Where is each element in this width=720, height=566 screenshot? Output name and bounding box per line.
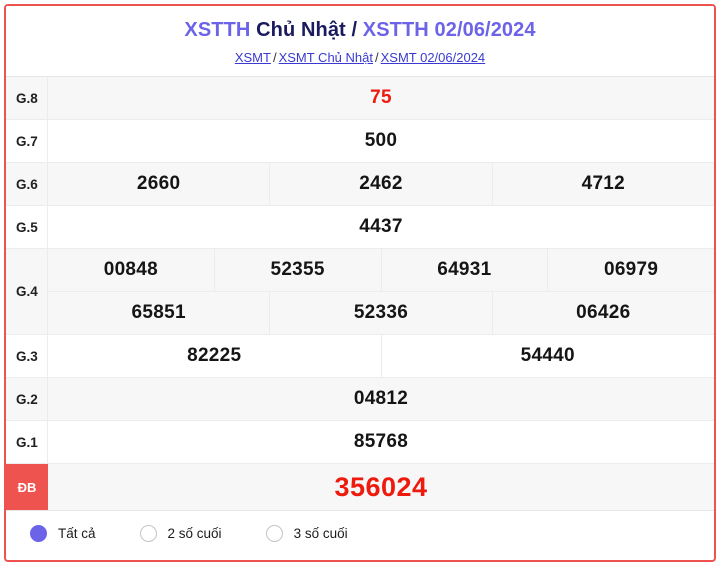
table-row-g7: G.7 500 [6,120,714,163]
prize-cells-g2: 04812 [48,378,714,420]
prize-cells-g4: 00848 52355 64931 06979 65851 52336 0642… [48,249,714,334]
radio-option-last-2[interactable]: 2 số cuối [139,525,222,542]
table-row-g8: G.8 75 [6,77,714,120]
prize-number: 52355 [215,249,382,291]
table-row-g2: G.2 04812 [6,378,714,421]
results-table: G.8 75 G.7 500 G.6 2660 2462 4712 [6,76,714,511]
table-row-g4: G.4 00848 52355 64931 06979 65851 52336 … [6,249,714,335]
prize-number-special: 356024 [334,471,428,502]
prize-number: 00848 [48,249,215,291]
prize-label-g5: G.5 [6,206,48,248]
prize-number: 06979 [603,259,659,280]
prize-cells-g3: 82225 54440 [48,335,714,377]
prize-number: 82225 [48,335,382,377]
breadcrumb-link-xsmt[interactable]: XSMT [234,50,271,65]
prize-number: 04812 [353,388,409,409]
prize-label-g6: G.6 [6,163,48,205]
prize-label-g8: G.8 [6,77,48,119]
page-title-accent-2: XSTTH 02/06/2024 [362,19,536,41]
prize-number: 500 [364,130,398,151]
prize-number: 85768 [353,431,409,452]
prize-number: 4712 [581,173,626,194]
prize-label-g7: G.7 [6,120,48,162]
table-row-db: ĐB 356024 [6,464,714,510]
radio-label-last-3: 3 số cuối [293,526,348,541]
radio-icon-selected[interactable] [30,525,47,542]
prize-number: 52336 [270,292,493,334]
lottery-results-card: XSTTH Chủ Nhật / XSTTH 02/06/2024 XSMT / X… [4,4,716,562]
breadcrumb: XSMT / XSMT Chủ Nhật / XSMT 02/06/2024 [6,49,714,67]
prize-label-g2: G.2 [6,378,48,420]
prize-cells-g1: 85768 [48,421,714,463]
radio-icon-unselected[interactable] [265,525,283,542]
breadcrumb-separator-2: / [374,50,379,65]
prize-number: 2660 [48,163,271,205]
radio-label-last-2: 2 số cuối [167,526,222,541]
radio-icon-unselected[interactable] [139,525,157,542]
table-row-g1: G.1 85768 [6,421,714,464]
prize-subrow-g4-2: 65851 52336 06426 [48,292,714,334]
breadcrumb-separator-1: / [272,50,277,65]
prize-cells-g6: 2660 2462 4712 [48,163,714,205]
prize-cells-g5: 4437 [48,206,714,248]
prize-label-g4: G.4 [6,249,48,334]
filter-options: Tất cả 2 số cuối 3 số cuối [6,511,714,542]
header: XSTTH Chủ Nhật / XSTTH 02/06/2024 XSMT / X… [6,6,714,76]
prize-subrow-g4-1: 00848 52355 64931 06979 [48,249,714,292]
radio-label-all: Tất cả [58,526,96,541]
breadcrumb-link-xsmt-chu-nhat[interactable]: XSMT Chủ Nhật [278,50,373,65]
prize-label-g1: G.1 [6,421,48,463]
page-title: XSTTH Chủ Nhật / XSTTH 02/06/2024 [6,18,714,43]
table-row-g6: G.6 2660 2462 4712 [6,163,714,206]
table-row-g3: G.3 82225 54440 [6,335,714,378]
prize-number: 75 [370,87,392,108]
breadcrumb-link-xsmt-date[interactable]: XSMT 02/06/2024 [380,50,486,65]
prize-number: 65851 [48,292,271,334]
page-title-mid: Chủ Nhật / [250,19,363,41]
prize-cells-g7: 500 [48,120,714,162]
prize-cells-db: 356024 [48,464,714,510]
prize-number: 64931 [382,249,549,291]
radio-option-all[interactable]: Tất cả [30,525,96,542]
radio-option-last-3[interactable]: 3 số cuối [265,525,348,542]
prize-number: 06426 [576,302,631,323]
prize-number: 54440 [520,345,575,366]
prize-number: 2462 [270,163,493,205]
prize-number: 4437 [359,216,403,237]
prize-label-db: ĐB [6,464,48,510]
page-title-accent-1: XSTTH [184,19,251,41]
prize-cells-g8: 75 [48,77,714,119]
prize-label-g3: G.3 [6,335,48,377]
table-row-g5: G.5 4437 [6,206,714,249]
